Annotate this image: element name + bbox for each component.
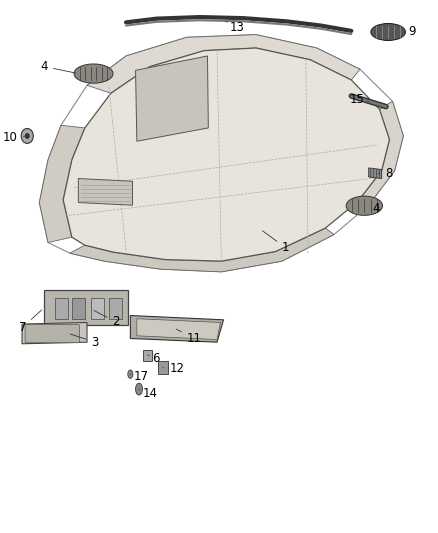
Text: 4: 4 — [372, 203, 379, 215]
Bar — [109, 298, 122, 319]
Text: 10: 10 — [3, 131, 25, 144]
Ellipse shape — [74, 64, 113, 83]
Text: 8: 8 — [378, 167, 392, 180]
Polygon shape — [70, 228, 334, 272]
Bar — [158, 361, 168, 374]
Polygon shape — [369, 168, 381, 179]
Bar — [92, 298, 104, 319]
FancyBboxPatch shape — [25, 325, 80, 343]
Text: 15: 15 — [350, 93, 369, 106]
Bar — [54, 298, 67, 319]
Text: 17: 17 — [131, 370, 149, 383]
Ellipse shape — [135, 383, 142, 395]
Bar — [72, 298, 85, 319]
Text: 3: 3 — [70, 334, 99, 349]
Text: 13: 13 — [226, 21, 245, 34]
Text: 2: 2 — [94, 310, 120, 328]
Polygon shape — [63, 48, 389, 261]
Text: 1: 1 — [263, 231, 290, 254]
Circle shape — [25, 133, 29, 139]
Circle shape — [21, 128, 33, 143]
Polygon shape — [135, 56, 208, 141]
Polygon shape — [39, 125, 85, 243]
Text: 7: 7 — [19, 310, 42, 334]
Polygon shape — [22, 322, 87, 344]
Polygon shape — [87, 35, 360, 93]
Text: 14: 14 — [139, 387, 158, 400]
Text: 6: 6 — [148, 352, 159, 365]
Bar — [143, 350, 152, 361]
Polygon shape — [358, 101, 403, 205]
Text: 11: 11 — [176, 329, 201, 345]
Text: 4: 4 — [41, 60, 76, 73]
Ellipse shape — [346, 196, 382, 215]
Polygon shape — [44, 290, 128, 325]
Ellipse shape — [371, 23, 406, 41]
Ellipse shape — [128, 370, 133, 378]
Polygon shape — [131, 316, 223, 342]
Polygon shape — [78, 179, 133, 205]
Text: 9: 9 — [404, 26, 416, 38]
Polygon shape — [137, 319, 220, 340]
Text: 12: 12 — [163, 362, 184, 375]
